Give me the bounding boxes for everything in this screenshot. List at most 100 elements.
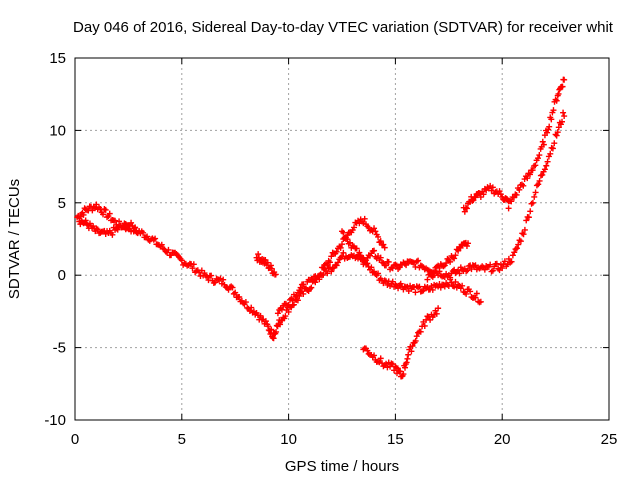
data-point [383, 262, 390, 269]
data-point [543, 162, 550, 169]
data-point [552, 96, 559, 103]
data-point [94, 226, 101, 233]
data-point [285, 301, 292, 308]
data-point [515, 241, 522, 248]
data-point [116, 218, 123, 225]
data-point [424, 276, 431, 283]
plot-frame [74, 57, 610, 421]
data-point [220, 276, 227, 283]
data-point [468, 266, 475, 273]
data-point [351, 224, 358, 231]
data-point [549, 145, 556, 152]
data-point [242, 299, 249, 306]
data-point [544, 129, 551, 136]
data-point [527, 208, 534, 215]
data-point [347, 239, 354, 246]
data-point [344, 236, 351, 243]
data-point [493, 260, 500, 267]
data-point [451, 255, 458, 262]
data-point [368, 264, 375, 271]
data-point [353, 245, 360, 252]
data-point [268, 326, 275, 333]
data-point [273, 328, 280, 335]
data-point [412, 337, 419, 344]
data-point [328, 268, 335, 275]
y-tick-label: -10 [44, 412, 66, 429]
data-point [144, 233, 151, 240]
data-point [535, 181, 542, 188]
data-point [277, 321, 284, 328]
data-point [553, 97, 560, 104]
data-point [377, 238, 384, 245]
data-point [165, 246, 172, 253]
data-point [536, 177, 543, 184]
data-point [516, 237, 523, 244]
data-point [278, 306, 285, 313]
data-point [517, 238, 524, 245]
data-point [547, 150, 554, 157]
data-point [463, 205, 470, 212]
x-tick-label: 25 [601, 431, 618, 448]
data-point [540, 141, 547, 148]
data-point [158, 241, 165, 248]
data-point [264, 259, 271, 266]
data-point [487, 261, 494, 268]
data-point [518, 181, 525, 188]
data-point [312, 279, 319, 286]
data-point [340, 249, 347, 256]
data-point [300, 290, 307, 297]
data-point [389, 265, 396, 272]
data-point [308, 284, 315, 291]
data-point [267, 262, 274, 269]
data-point [561, 113, 568, 120]
grid-layer [75, 58, 609, 420]
data-point [282, 313, 289, 320]
data-point [413, 333, 420, 340]
data-point [534, 155, 541, 162]
data-point [106, 210, 113, 217]
data-point [499, 265, 506, 272]
data-point [523, 217, 530, 224]
data-point [377, 254, 384, 261]
data-point [290, 301, 297, 308]
data-point [371, 247, 378, 254]
data-point [272, 271, 279, 278]
ticks-layer: 0 5 10 15 20 25 -10 -5 0 5 10 15 [44, 50, 617, 448]
data-point [463, 243, 470, 250]
data-point [320, 271, 327, 278]
data-point [397, 368, 404, 375]
x-tick-label: 20 [494, 431, 511, 448]
data-point [189, 265, 196, 272]
data-point [560, 109, 567, 116]
data-point [529, 167, 536, 174]
data-point [539, 171, 546, 178]
data-point [132, 224, 139, 231]
data-point [477, 298, 484, 305]
data-point [333, 248, 340, 255]
data-point [334, 259, 341, 266]
data-point [447, 274, 454, 281]
data-point [229, 284, 236, 291]
data-point [408, 348, 415, 355]
x-axis-label: GPS time / hours [285, 458, 399, 475]
data-point [532, 189, 539, 196]
data-point [300, 281, 307, 288]
series-arc-early-lower [76, 217, 143, 238]
y-tick-label: 0 [58, 267, 66, 284]
data-point [397, 280, 404, 287]
data-point [421, 322, 428, 329]
chart-title: Day 046 of 2016, Sidereal Day-to-day VTE… [73, 19, 614, 36]
data-point [289, 297, 296, 304]
data-point [489, 267, 496, 274]
data-point [262, 318, 269, 325]
data-point [294, 297, 301, 304]
series-arc-evening-high [460, 182, 512, 215]
data-point [404, 355, 411, 362]
x-tick-label: 10 [280, 431, 297, 448]
data-point [380, 241, 387, 248]
data-point [541, 166, 548, 173]
data-point [178, 257, 185, 264]
data-point [555, 90, 562, 97]
data-point [545, 126, 552, 133]
data-point [531, 193, 538, 200]
